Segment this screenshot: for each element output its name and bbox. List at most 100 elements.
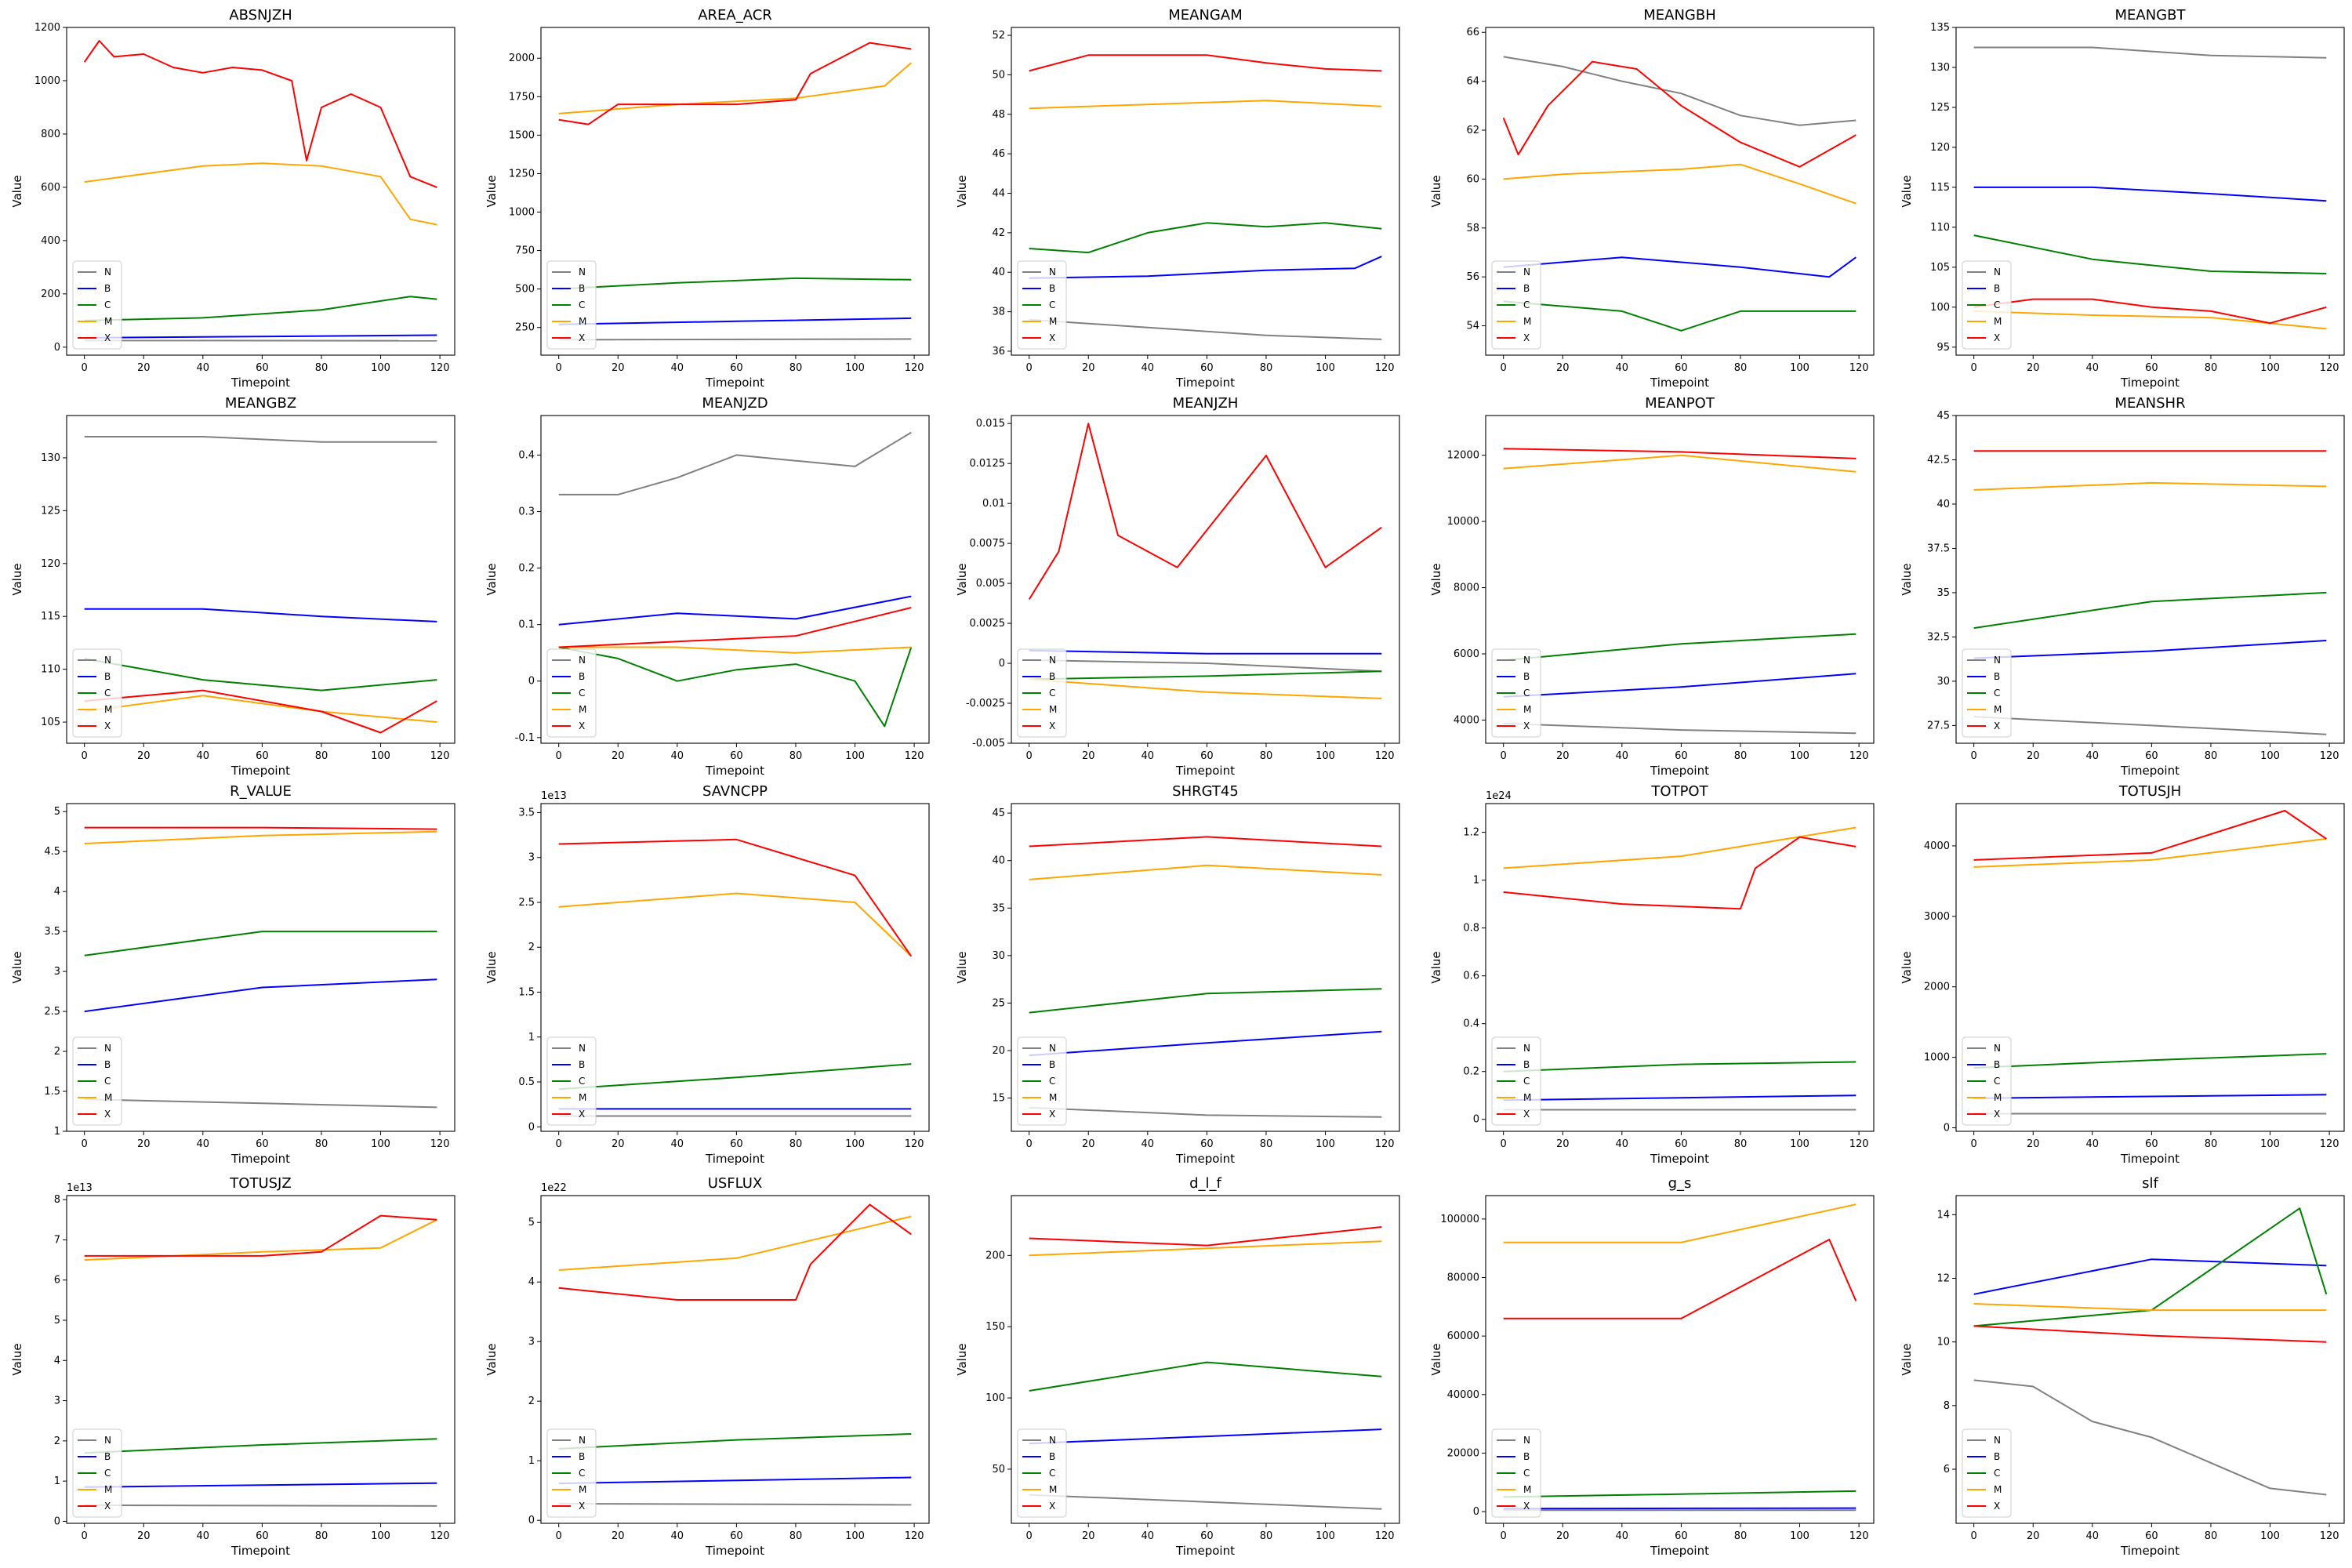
x-tick-label: 80: [1260, 750, 1273, 762]
legend-box: [72, 648, 122, 738]
x-tick-label: 20: [137, 1530, 151, 1542]
y-tick-label: 1750: [509, 91, 535, 103]
x-tick-label: 40: [1142, 1530, 1155, 1542]
y-tick-label: 110: [1930, 222, 1950, 234]
x-tick-label: 120: [1375, 362, 1395, 374]
series-line-x: [1029, 1226, 1382, 1247]
legend-label-n: N: [1049, 655, 1056, 666]
x-tick-label: 100: [1316, 1530, 1335, 1542]
legend-label-c: C: [104, 299, 111, 310]
y-tick-label: 10: [1936, 1337, 1950, 1348]
series-line-b: [1029, 256, 1382, 279]
legend-label-x: X: [1523, 1501, 1530, 1512]
panel-usflux: USFLUX Timepoint Value 1e22 0 20 40 60 80 100 120 0…: [485, 1175, 930, 1558]
x-tick-label: 40: [197, 1530, 210, 1542]
series-line-x: [1029, 54, 1382, 72]
y-tick-label: 44: [992, 188, 1005, 200]
y-tick-label: 42: [992, 227, 1005, 239]
x-tick-label: 80: [1734, 1530, 1748, 1542]
x-tick-label: 120: [2320, 1530, 2339, 1542]
x-tick-label: 80: [315, 362, 328, 374]
y-tick-label: 0: [54, 342, 60, 354]
series-line-c: [1973, 591, 2327, 630]
y-tick-label: 2: [54, 1046, 60, 1058]
plot-frame: [66, 27, 456, 356]
x-tick-label: 60: [1200, 1530, 1214, 1542]
x-tick-label: 40: [671, 362, 684, 374]
x-tick-label: 20: [1082, 1530, 1095, 1542]
x-axis-label: Timepoint: [1650, 376, 1709, 390]
x-tick-label: 120: [2320, 1138, 2339, 1150]
y-axis-label: Value: [1900, 1343, 1914, 1375]
panel-totpot: TOTPOT Timepoint Value 1e24 0 20 40 60 80 100 120 0…: [1429, 783, 1875, 1166]
x-tick-label: 0: [1971, 1530, 1977, 1542]
legend-label-x: X: [1994, 720, 2000, 731]
x-tick-label: 20: [1082, 362, 1095, 374]
x-tick-label: 80: [315, 1138, 328, 1150]
plot-frame: [1011, 1195, 1400, 1524]
y-tick-label: 4000: [1924, 840, 1950, 852]
y-axis-label: Value: [1900, 951, 1914, 983]
y-tick-label: 0.4: [1463, 1018, 1479, 1030]
y-tick-label: 0.01: [982, 498, 1005, 510]
y-tick-label: 1500: [509, 129, 535, 141]
y-tick-label: 8: [1944, 1400, 1950, 1412]
y-tick-label: 0: [1473, 1506, 1479, 1518]
y-tick-label: -0.0025: [966, 698, 1005, 710]
y-tick-label: 115: [1930, 182, 1950, 194]
legend-label-x: X: [1523, 332, 1530, 343]
panel-title: MEANJZH: [1173, 395, 1239, 412]
legend-label-c: C: [1523, 688, 1530, 699]
y-tick-label: 8000: [1454, 583, 1479, 594]
series-line-n: [84, 1098, 437, 1109]
legend-label-n: N: [1523, 1435, 1530, 1446]
x-tick-label: 120: [1849, 1530, 1869, 1542]
y-tick-label: 20000: [1447, 1447, 1479, 1459]
y-tick-label: 37.5: [1927, 543, 1950, 554]
x-axis-label: Timepoint: [230, 1152, 290, 1166]
y-tick-label: 120: [41, 558, 60, 570]
x-tick-label: 120: [905, 362, 924, 374]
legend-label-c: C: [1994, 688, 2000, 699]
x-tick-label: 100: [845, 362, 865, 374]
legend-label-c: C: [104, 1076, 111, 1087]
x-tick-label: 0: [1026, 750, 1033, 762]
series-line-m: [1029, 864, 1382, 880]
x-tick-label: 100: [1316, 750, 1335, 762]
y-tick-label: 800: [41, 129, 60, 140]
series-line-x: [1973, 810, 2327, 861]
panel-shrgt45: SHRGT45 Timepoint Value 0 20 40 60 80 100 120 15 20…: [955, 783, 1400, 1166]
y-tick-label: 30: [992, 950, 1005, 962]
y-tick-label: 115: [41, 611, 60, 622]
x-tick-label: 20: [612, 1530, 625, 1542]
y-tick-label: 3: [54, 1396, 60, 1407]
axis-offset-label: 1e22: [541, 1182, 567, 1194]
legend-label-b: B: [104, 1059, 111, 1070]
series-line-m: [558, 62, 912, 114]
x-tick-label: 80: [1260, 362, 1273, 374]
y-tick-label: 35: [992, 902, 1005, 914]
panel-title: USFLUX: [708, 1175, 763, 1192]
x-tick-label: 40: [671, 1138, 684, 1150]
y-tick-label: 36: [992, 346, 1005, 358]
legend-label-b: B: [1049, 283, 1055, 294]
legend-label-m: M: [1994, 316, 2002, 327]
y-tick-label: 130: [41, 452, 60, 464]
series-line-c: [558, 1433, 912, 1450]
legend-label-n: N: [104, 1043, 111, 1054]
series-line-m: [1973, 481, 2327, 491]
x-tick-label: 120: [1849, 1138, 1869, 1150]
y-tick-label: 2000: [1924, 982, 1950, 993]
x-tick-label: 40: [197, 362, 210, 374]
y-tick-label: 27.5: [1927, 720, 1950, 731]
x-tick-label: 60: [256, 750, 269, 762]
x-tick-label: 80: [2205, 1530, 2218, 1542]
legend-label-b: B: [1994, 1059, 2000, 1070]
y-tick-label: 1000: [1924, 1052, 1950, 1064]
x-tick-label: 60: [1675, 1138, 1688, 1150]
x-tick-label: 40: [2086, 750, 2100, 762]
y-tick-label: 250: [515, 322, 535, 334]
